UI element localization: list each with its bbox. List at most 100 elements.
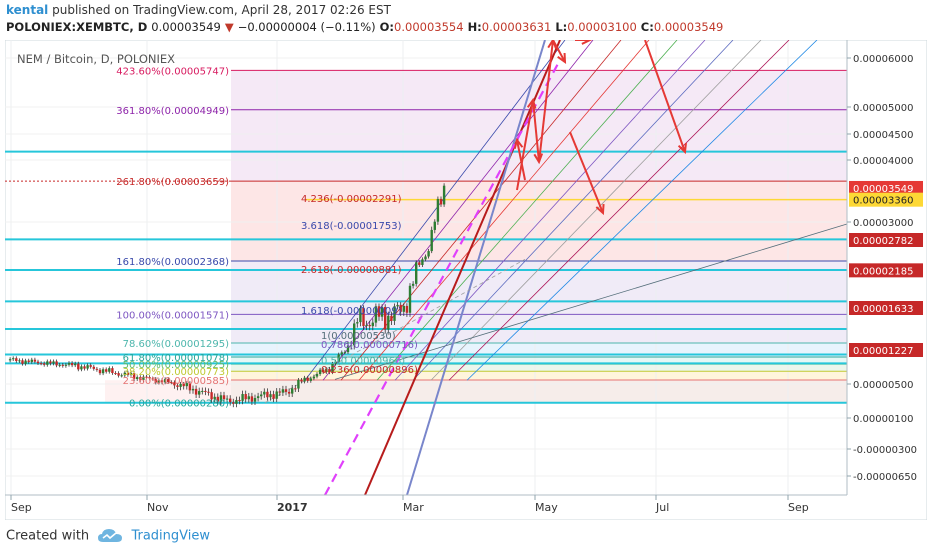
candle-body (272, 394, 275, 399)
candle-body (284, 389, 288, 392)
candle-body (157, 380, 161, 383)
high-label: H: (467, 20, 482, 34)
arrow-down-4-head (677, 142, 687, 155)
arrow-up-3 (516, 139, 526, 181)
candle-body (340, 352, 343, 355)
candle-body (219, 395, 223, 402)
high-value: 0.00003631 (481, 20, 552, 34)
candle-body (15, 358, 18, 362)
candle-body (21, 360, 24, 364)
candle-body (287, 391, 291, 394)
fib-retracement-label: 161.80%(0.00002368) (116, 257, 229, 268)
candle-body (377, 306, 381, 317)
candle-body (216, 396, 219, 402)
candle-body (89, 365, 92, 367)
candle-body (70, 363, 74, 366)
candle-body (349, 345, 353, 347)
price-tag-label: 0.00003360 (853, 196, 913, 207)
close-value: 0.00003549 (653, 20, 724, 34)
candle-body (430, 229, 433, 252)
candle-body (36, 361, 40, 364)
candle-body (244, 394, 247, 400)
candle-body (384, 306, 387, 330)
blue-trend-line (406, 39, 546, 496)
candle-body (52, 361, 55, 364)
arrow-down-4 (644, 39, 686, 153)
candle-body (92, 366, 95, 369)
low-value: 0.00003100 (567, 20, 637, 34)
candle-body (132, 373, 136, 380)
candle-body (12, 358, 15, 360)
candle-body (39, 363, 43, 365)
candle-body (405, 305, 409, 313)
price-tag-label: 0.00001633 (853, 304, 913, 315)
candle-body (260, 394, 263, 397)
candle-body (225, 398, 229, 400)
price-chart[interactable]: 0.00%(0.00000280) 23.60%(0.00000585)38.20… (4, 35, 928, 521)
candle-body (139, 377, 142, 381)
created-with-text: Created with (6, 528, 90, 544)
candle-body (210, 392, 213, 400)
arrow-down-1 (532, 99, 540, 163)
time-tick-label: Jul (655, 501, 669, 514)
candle-body (58, 364, 61, 366)
price-change: −0.00000004 (−0.11%) (237, 20, 376, 34)
candle-body (129, 373, 133, 375)
candle-body (188, 383, 192, 391)
price-tick-label: -0.00000300 (853, 445, 917, 456)
candle-body (95, 368, 99, 370)
footer: Created with TradingView (0, 522, 932, 550)
candle-body (281, 389, 285, 393)
publish-line: kental published on TradingView.com, Apr… (6, 3, 391, 17)
candle-body (222, 395, 226, 400)
time-tick-label: Nov (147, 501, 169, 514)
chart-area[interactable]: 0.00%(0.00000280) 23.60%(0.00000585) 38.20… (4, 35, 928, 521)
fan-line (322, 39, 594, 381)
arrow-down-3-head (595, 203, 605, 216)
candle-body (250, 396, 254, 402)
candle-body (433, 221, 436, 230)
price-tick-label: 0.00003000 (853, 218, 913, 229)
candle-body (86, 365, 89, 369)
long-trend-line (334, 223, 848, 380)
fib-zone-low (105, 380, 847, 403)
fib-extension-label: 0.786(0.00000716) (321, 340, 418, 351)
chart-title: NEM / Bitcoin, D, POLONIEX (17, 52, 175, 66)
candle-body (123, 372, 126, 376)
candle-body (232, 402, 235, 404)
candle-body (49, 361, 52, 364)
open-value: 0.00003554 (394, 20, 464, 34)
candle-body (256, 396, 260, 399)
price-tick-label: 0.00004500 (853, 130, 913, 141)
candle-body (170, 382, 173, 384)
author-link[interactable]: kental (6, 3, 49, 17)
tradingview-brand[interactable]: TradingView (131, 528, 210, 544)
candle-body (247, 396, 250, 400)
candle-body (136, 377, 139, 380)
candle-body (241, 394, 244, 401)
fan-line (304, 39, 566, 381)
price-tag-box (849, 343, 923, 357)
fib-retracement-label: 361.80%(0.00004949) (116, 106, 229, 117)
fib-retracement-label: 38.20%(0.00000773) (123, 367, 229, 378)
fib-retracement-label: 50.00%(0.00000925) (123, 360, 229, 371)
candle-body (179, 383, 182, 387)
candle-body (142, 376, 145, 381)
candle-body (331, 363, 334, 373)
price-tag-box (849, 192, 923, 207)
fib-zone-band (231, 356, 847, 365)
candle-body (387, 315, 390, 330)
candle-body (402, 305, 405, 312)
candle-body (198, 391, 201, 395)
time-axis[interactable]: Sep Nov 2017 Mar May Jul Sep (5, 494, 847, 514)
fan-line (376, 39, 678, 381)
symbol-name: POLONIEX:XEMBTC, D (6, 20, 148, 34)
price-axis[interactable]: 0.00006000 0.00005000 0.00004500 0.00004000… (846, 40, 923, 495)
candle-body (201, 390, 204, 392)
open-label: O: (379, 20, 395, 34)
magenta-dashed-line (324, 59, 561, 496)
arrow-up-3-head (513, 137, 524, 149)
candle-body (436, 198, 440, 222)
time-tick-label: Sep (11, 501, 32, 514)
fib-zone-band (231, 181, 847, 261)
